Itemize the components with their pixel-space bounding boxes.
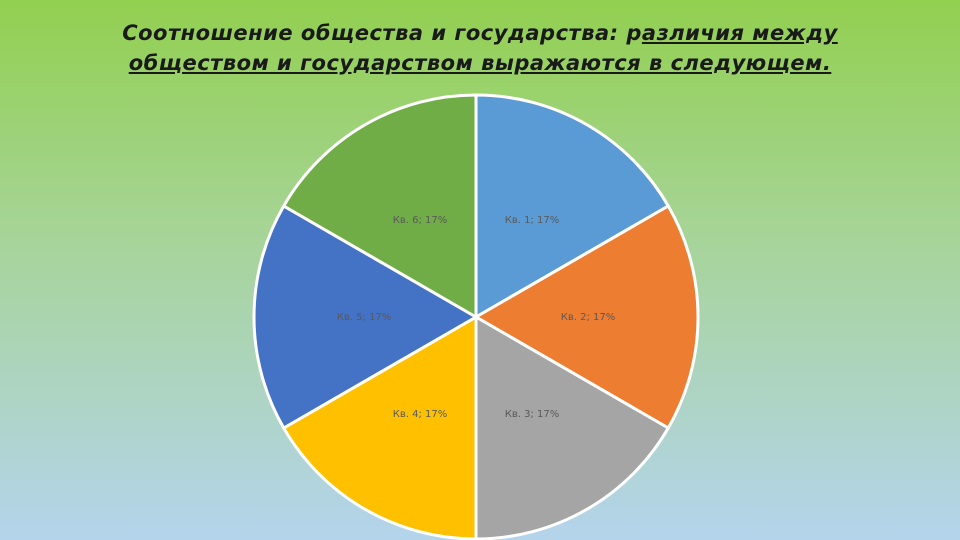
slide-title: Соотношение общества и государства: разл…: [60, 18, 900, 78]
slice-label: Кв. 5; 17%: [337, 312, 392, 323]
pie-slice: [474, 93, 671, 320]
pie-slice: [281, 93, 478, 320]
pie-slice: [281, 314, 478, 540]
slice-label: Кв. 3; 17%: [505, 409, 560, 420]
pie-slice: [252, 203, 480, 431]
slice-label: Кв. 2; 17%: [561, 312, 616, 323]
pie-slice: [472, 203, 700, 431]
pie-slice: [474, 314, 671, 540]
slice-label: Кв. 1; 17%: [505, 215, 560, 226]
title-part: азличия между обществом и государством в…: [128, 21, 838, 75]
slice-label: Кв. 4; 17%: [393, 409, 448, 420]
slice-label: Кв. 6; 17%: [393, 215, 448, 226]
title-part: Соотношение общества и государства: р: [122, 21, 642, 45]
